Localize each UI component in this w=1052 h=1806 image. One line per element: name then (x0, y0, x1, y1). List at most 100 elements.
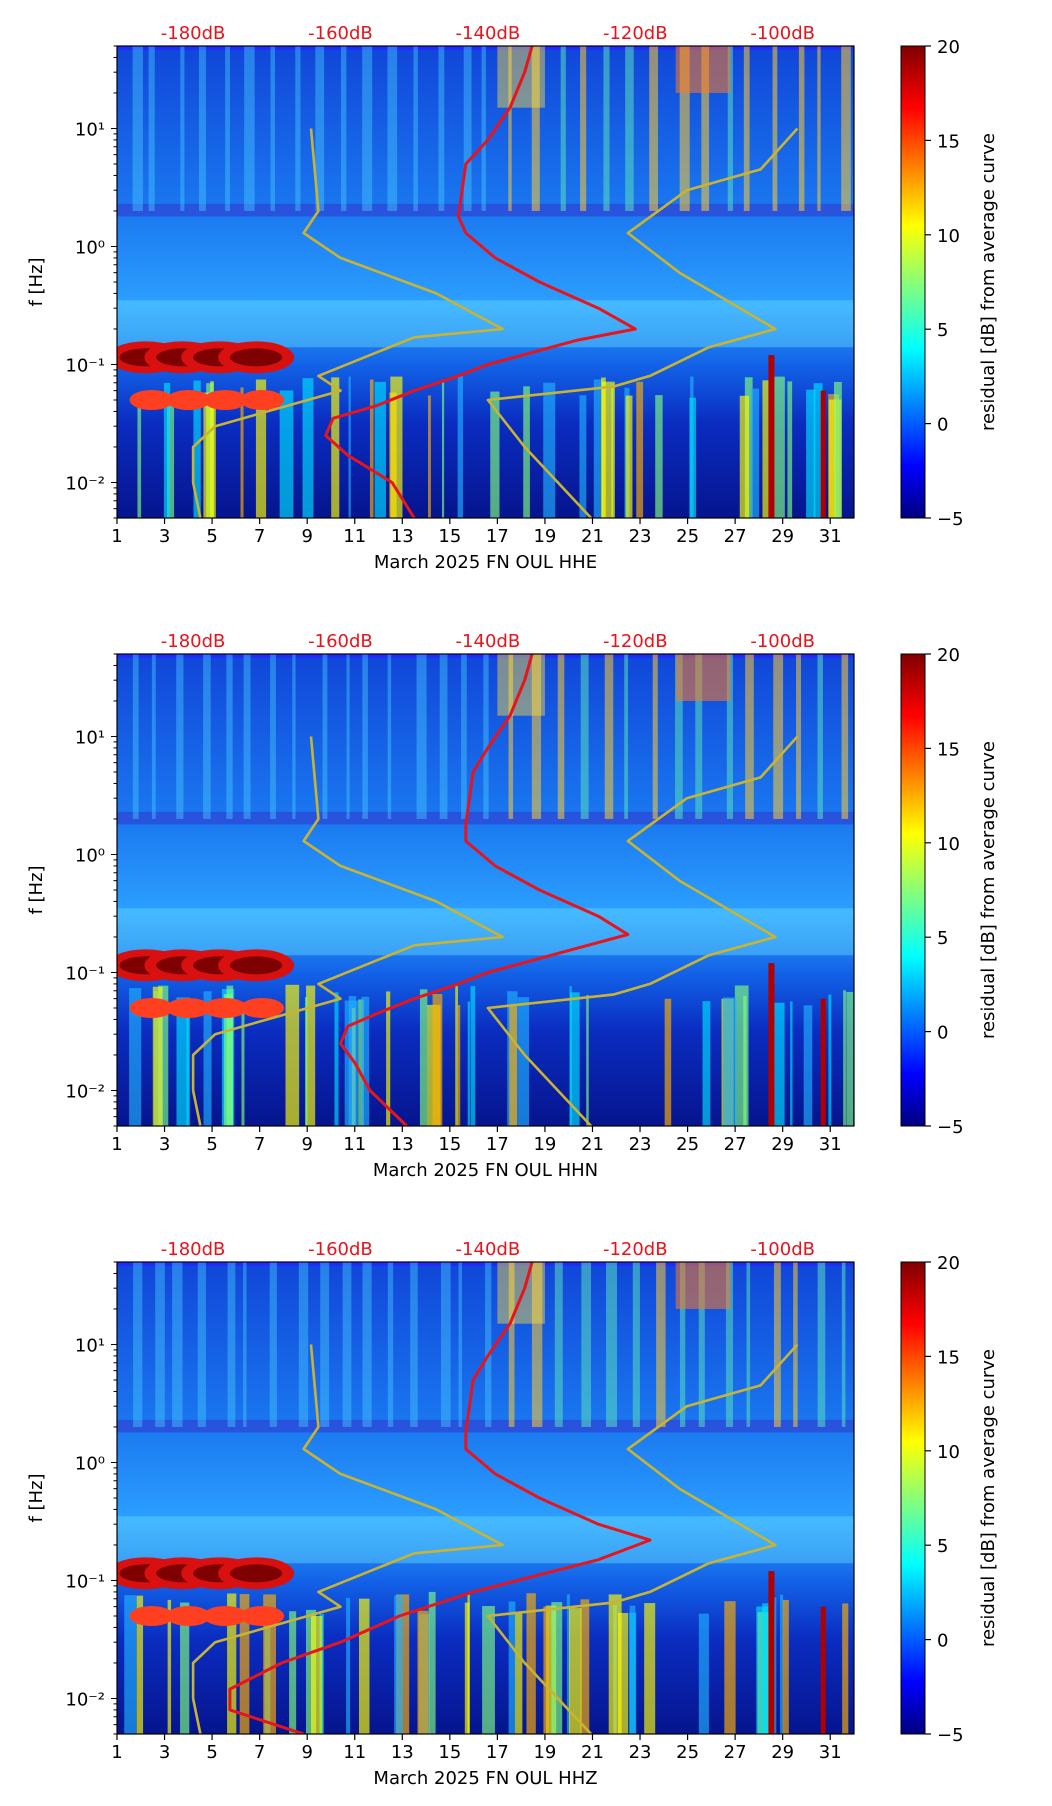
microseism-band (117, 1516, 854, 1564)
event-spike (813, 383, 823, 518)
colorbar-tick-label: 0 (937, 1631, 948, 1652)
x-tick-label: 25 (676, 1134, 699, 1155)
event-spike (358, 1598, 370, 1734)
event-spike (655, 395, 663, 518)
day-streak (362, 1262, 372, 1427)
x-tick-label: 17 (486, 1742, 509, 1763)
day-streak (726, 654, 733, 819)
colorbar: −5 0 5 10 15 20 residual [dB] from average cur… (900, 645, 999, 1138)
event-spike (724, 1601, 736, 1734)
x-tick-label: 29 (771, 1134, 794, 1155)
x-tick-label: 3 (159, 526, 170, 547)
colorbar-tick-label: −5 (937, 509, 964, 530)
day-streak (580, 46, 587, 211)
event-spike (227, 1593, 237, 1734)
day-streak (387, 654, 392, 819)
day-streak (817, 1262, 826, 1427)
y-tick-label: 10¹ (75, 1335, 105, 1356)
event-spike (203, 392, 216, 518)
y-axis-label: f [Hz] (26, 1473, 47, 1522)
x-axis-label: March 2025 FN OUL HHZ (373, 1768, 597, 1789)
x-tick-label: 23 (629, 1134, 652, 1155)
day-streak (652, 654, 658, 819)
day-streak (172, 1262, 183, 1427)
day-streak (531, 1262, 543, 1427)
event-spike (629, 1605, 636, 1734)
event-spike (482, 1606, 495, 1734)
event-spike (751, 388, 760, 518)
day-streak (725, 1262, 733, 1427)
day-streak (461, 654, 467, 819)
day-streak (176, 654, 184, 819)
x-tick-label: 9 (301, 1742, 312, 1763)
event-spike (348, 995, 357, 1126)
panel-2: 1 3 5 7 9 11 13 15 17 19 21 23 25 27 29 3110⁻²10⁻¹10⁰10… (26, 1239, 999, 1789)
x-tick-label: 15 (438, 1742, 461, 1763)
event-spike (163, 382, 171, 518)
colorbar: −5 0 5 10 15 20 residual [dB] from average cur… (900, 1253, 999, 1746)
event-spike (739, 395, 750, 518)
day-streak (679, 46, 690, 211)
event-spike (625, 395, 633, 518)
event-spike (369, 379, 374, 518)
db-axis-label: -120dB (603, 631, 668, 652)
band-2hz (117, 1419, 854, 1433)
day-streak (132, 46, 143, 211)
x-tick-label: 11 (343, 1134, 366, 1155)
event-spike (569, 992, 580, 1126)
day-streak (387, 1262, 394, 1427)
event-spike (490, 391, 500, 518)
x-tick-label: 27 (724, 526, 747, 547)
day-streak (698, 1262, 705, 1427)
event-spike (828, 994, 832, 1126)
event-spike (394, 1595, 403, 1734)
day-streak (148, 46, 155, 211)
event-spike (470, 986, 476, 1126)
colorbar-tick-label: −5 (937, 1725, 964, 1746)
event-spike (593, 379, 604, 518)
day-streak (624, 654, 629, 819)
event-spike (545, 1605, 557, 1734)
event-spike (386, 991, 391, 1126)
colorbar-label: residual [dB] from average curve (978, 133, 999, 431)
x-tick-label: 7 (254, 1742, 265, 1763)
day-streak (155, 1262, 165, 1427)
storm-patch (166, 1606, 211, 1626)
day-streak (580, 654, 589, 819)
event-spike (124, 1595, 137, 1734)
day-streak (773, 654, 784, 819)
day-streak (410, 1262, 418, 1427)
x-tick-label: 17 (486, 1134, 509, 1155)
event-spike (136, 1595, 144, 1734)
y-tick-label: 10⁻² (65, 1689, 105, 1710)
day-streak (180, 46, 185, 211)
event-spike (601, 381, 615, 518)
event-spike (467, 1001, 470, 1126)
panel-1: 1 3 5 7 9 11 13 15 17 19 21 23 25 27 29 3110⁻²10⁻¹10⁰10… (26, 631, 999, 1181)
x-tick-label: 5 (206, 526, 217, 547)
nyquist-strip (117, 1262, 854, 1266)
event-spike (543, 382, 556, 518)
db-axis-label: -100dB (750, 1239, 815, 1260)
day-streak (727, 46, 733, 211)
event-spike (428, 1591, 436, 1734)
day-streak (817, 654, 823, 819)
storm-patches (117, 949, 295, 1018)
x-tick-label: 13 (391, 1134, 414, 1155)
x-tick-label: 15 (438, 526, 461, 547)
x-tick-label: 11 (343, 526, 366, 547)
db-axis-label: -120dB (603, 23, 668, 44)
event-spike (334, 992, 339, 1126)
day-streak (342, 1262, 352, 1427)
colorbar-tick-label: 5 (937, 1536, 948, 1557)
event-spike (833, 381, 842, 518)
x-axis-label: March 2025 FN OUL HHN (373, 1160, 598, 1181)
db-axis-label: -180dB (161, 1239, 226, 1260)
day-streak (225, 46, 230, 211)
event-spike (543, 1606, 550, 1734)
day-streak (227, 1262, 236, 1427)
colorbar-tick-label: 10 (937, 1442, 960, 1463)
event-spike (166, 398, 175, 518)
day-streak (656, 1262, 666, 1427)
day-streak (554, 1262, 563, 1427)
